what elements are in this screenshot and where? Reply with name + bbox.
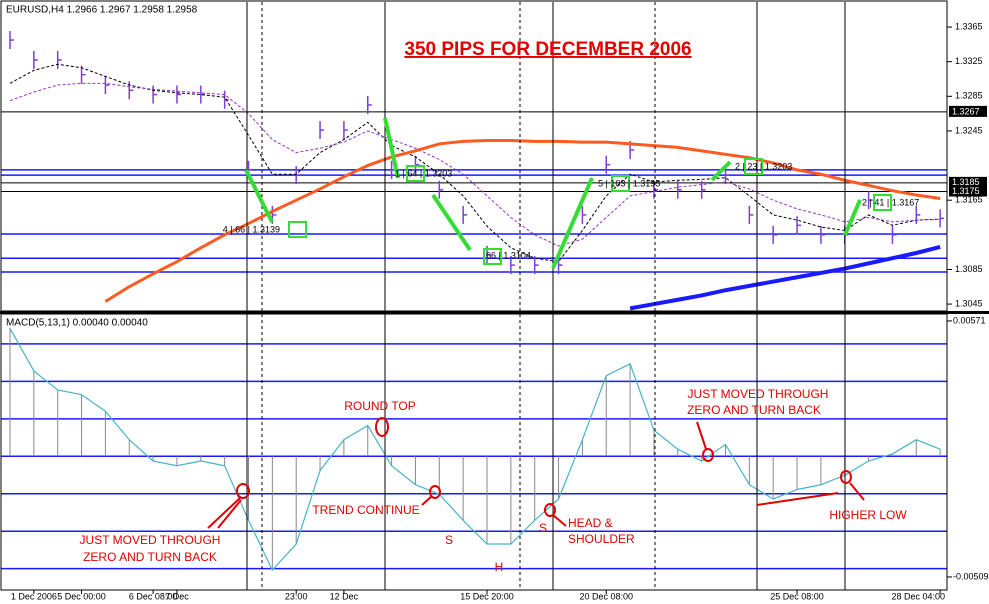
- series-line: [104, 138, 941, 303]
- y-tick-label: 1.3085: [955, 264, 983, 274]
- x-tick-label: 28 Dec 04:00: [891, 591, 945, 601]
- price-title: EURUSD,H4 1.2966 1.2967 1.2958 1.2958: [6, 5, 198, 16]
- macd-title: MACD(5,13,1) 0.00040 0.00040: [6, 318, 148, 329]
- y-tick-label: 1.3165: [955, 195, 983, 205]
- pointers: [207, 421, 865, 529]
- note-boxes: [288, 158, 892, 265]
- circles: [236, 417, 852, 517]
- y-tick-label: 0.00571: [953, 315, 986, 325]
- annotation: ZERO AND TURN BACK: [83, 550, 217, 564]
- note: 4 | 66 | 1.3139: [223, 224, 280, 234]
- x-tick-label: 6 Dec 08:00: [129, 591, 178, 601]
- note: 1 | 64 | 1.3203: [395, 168, 452, 178]
- annotation: TREND CONTINUE: [312, 503, 419, 517]
- annotation: ROUND TOP: [344, 399, 416, 413]
- y-tick-label: -0.00509: [953, 571, 989, 581]
- x-tick-label: 20 Dec 08:00: [579, 591, 633, 601]
- x-tick-label: 5 Dec 00:00: [57, 591, 106, 601]
- level-label: 1.3185: [952, 177, 980, 187]
- y-tick-label: 1.3245: [955, 125, 983, 135]
- level-label-box: [949, 105, 987, 117]
- note: 2 | 23 | 1.3203: [735, 161, 792, 171]
- day-lines: [261, 2, 656, 590]
- y-tick-label: 1.3285: [955, 91, 983, 101]
- annotation: SHOULDER: [568, 532, 635, 546]
- headline: 350 PIPS FOR DECEMBER 2006: [404, 39, 691, 60]
- trend-strokes: [244, 117, 862, 269]
- y-tick-label: 1.3325: [955, 56, 983, 66]
- annotation: HEAD &: [568, 516, 613, 530]
- x-tick-label: 12 Dec: [330, 591, 359, 601]
- x-tick-label: 23:00: [285, 591, 308, 601]
- note: 5 | 103 | 1.3195: [598, 178, 660, 188]
- series-line: [9, 327, 941, 572]
- annotation: S: [445, 533, 453, 547]
- x-tick-label: 15 Dec 20:00: [460, 591, 514, 601]
- y-tick-label: 1.3045: [955, 298, 983, 308]
- level-label-box: [949, 176, 987, 188]
- annotation: H: [495, 560, 504, 574]
- x-tick-label: 25 Dec 08:00: [770, 591, 824, 601]
- annotation: ZERO AND TURN BACK: [687, 403, 821, 417]
- note: 2 | 41 | 1.3167: [862, 197, 919, 207]
- annotation: JUST MOVED THROUGH: [688, 387, 829, 401]
- level-label: 1.3267: [952, 106, 980, 116]
- annotation: HIGHER LOW: [829, 508, 907, 522]
- series-line: [629, 244, 941, 311]
- level-label-box: [949, 185, 987, 197]
- annotation: S: [539, 521, 547, 535]
- y-tick-label: 1.3365: [955, 21, 983, 31]
- level-label: 1.3175: [952, 186, 980, 196]
- session-lines: [246, 2, 846, 590]
- series-line: [9, 82, 941, 247]
- series-line: [9, 63, 941, 263]
- annotation: JUST MOVED THROUGH: [80, 533, 221, 547]
- x-tick-label: 1 Dec 2006: [11, 591, 57, 601]
- note: 66 | 1.3104: [486, 250, 531, 260]
- x-tick-label: 7 Dec: [165, 591, 189, 601]
